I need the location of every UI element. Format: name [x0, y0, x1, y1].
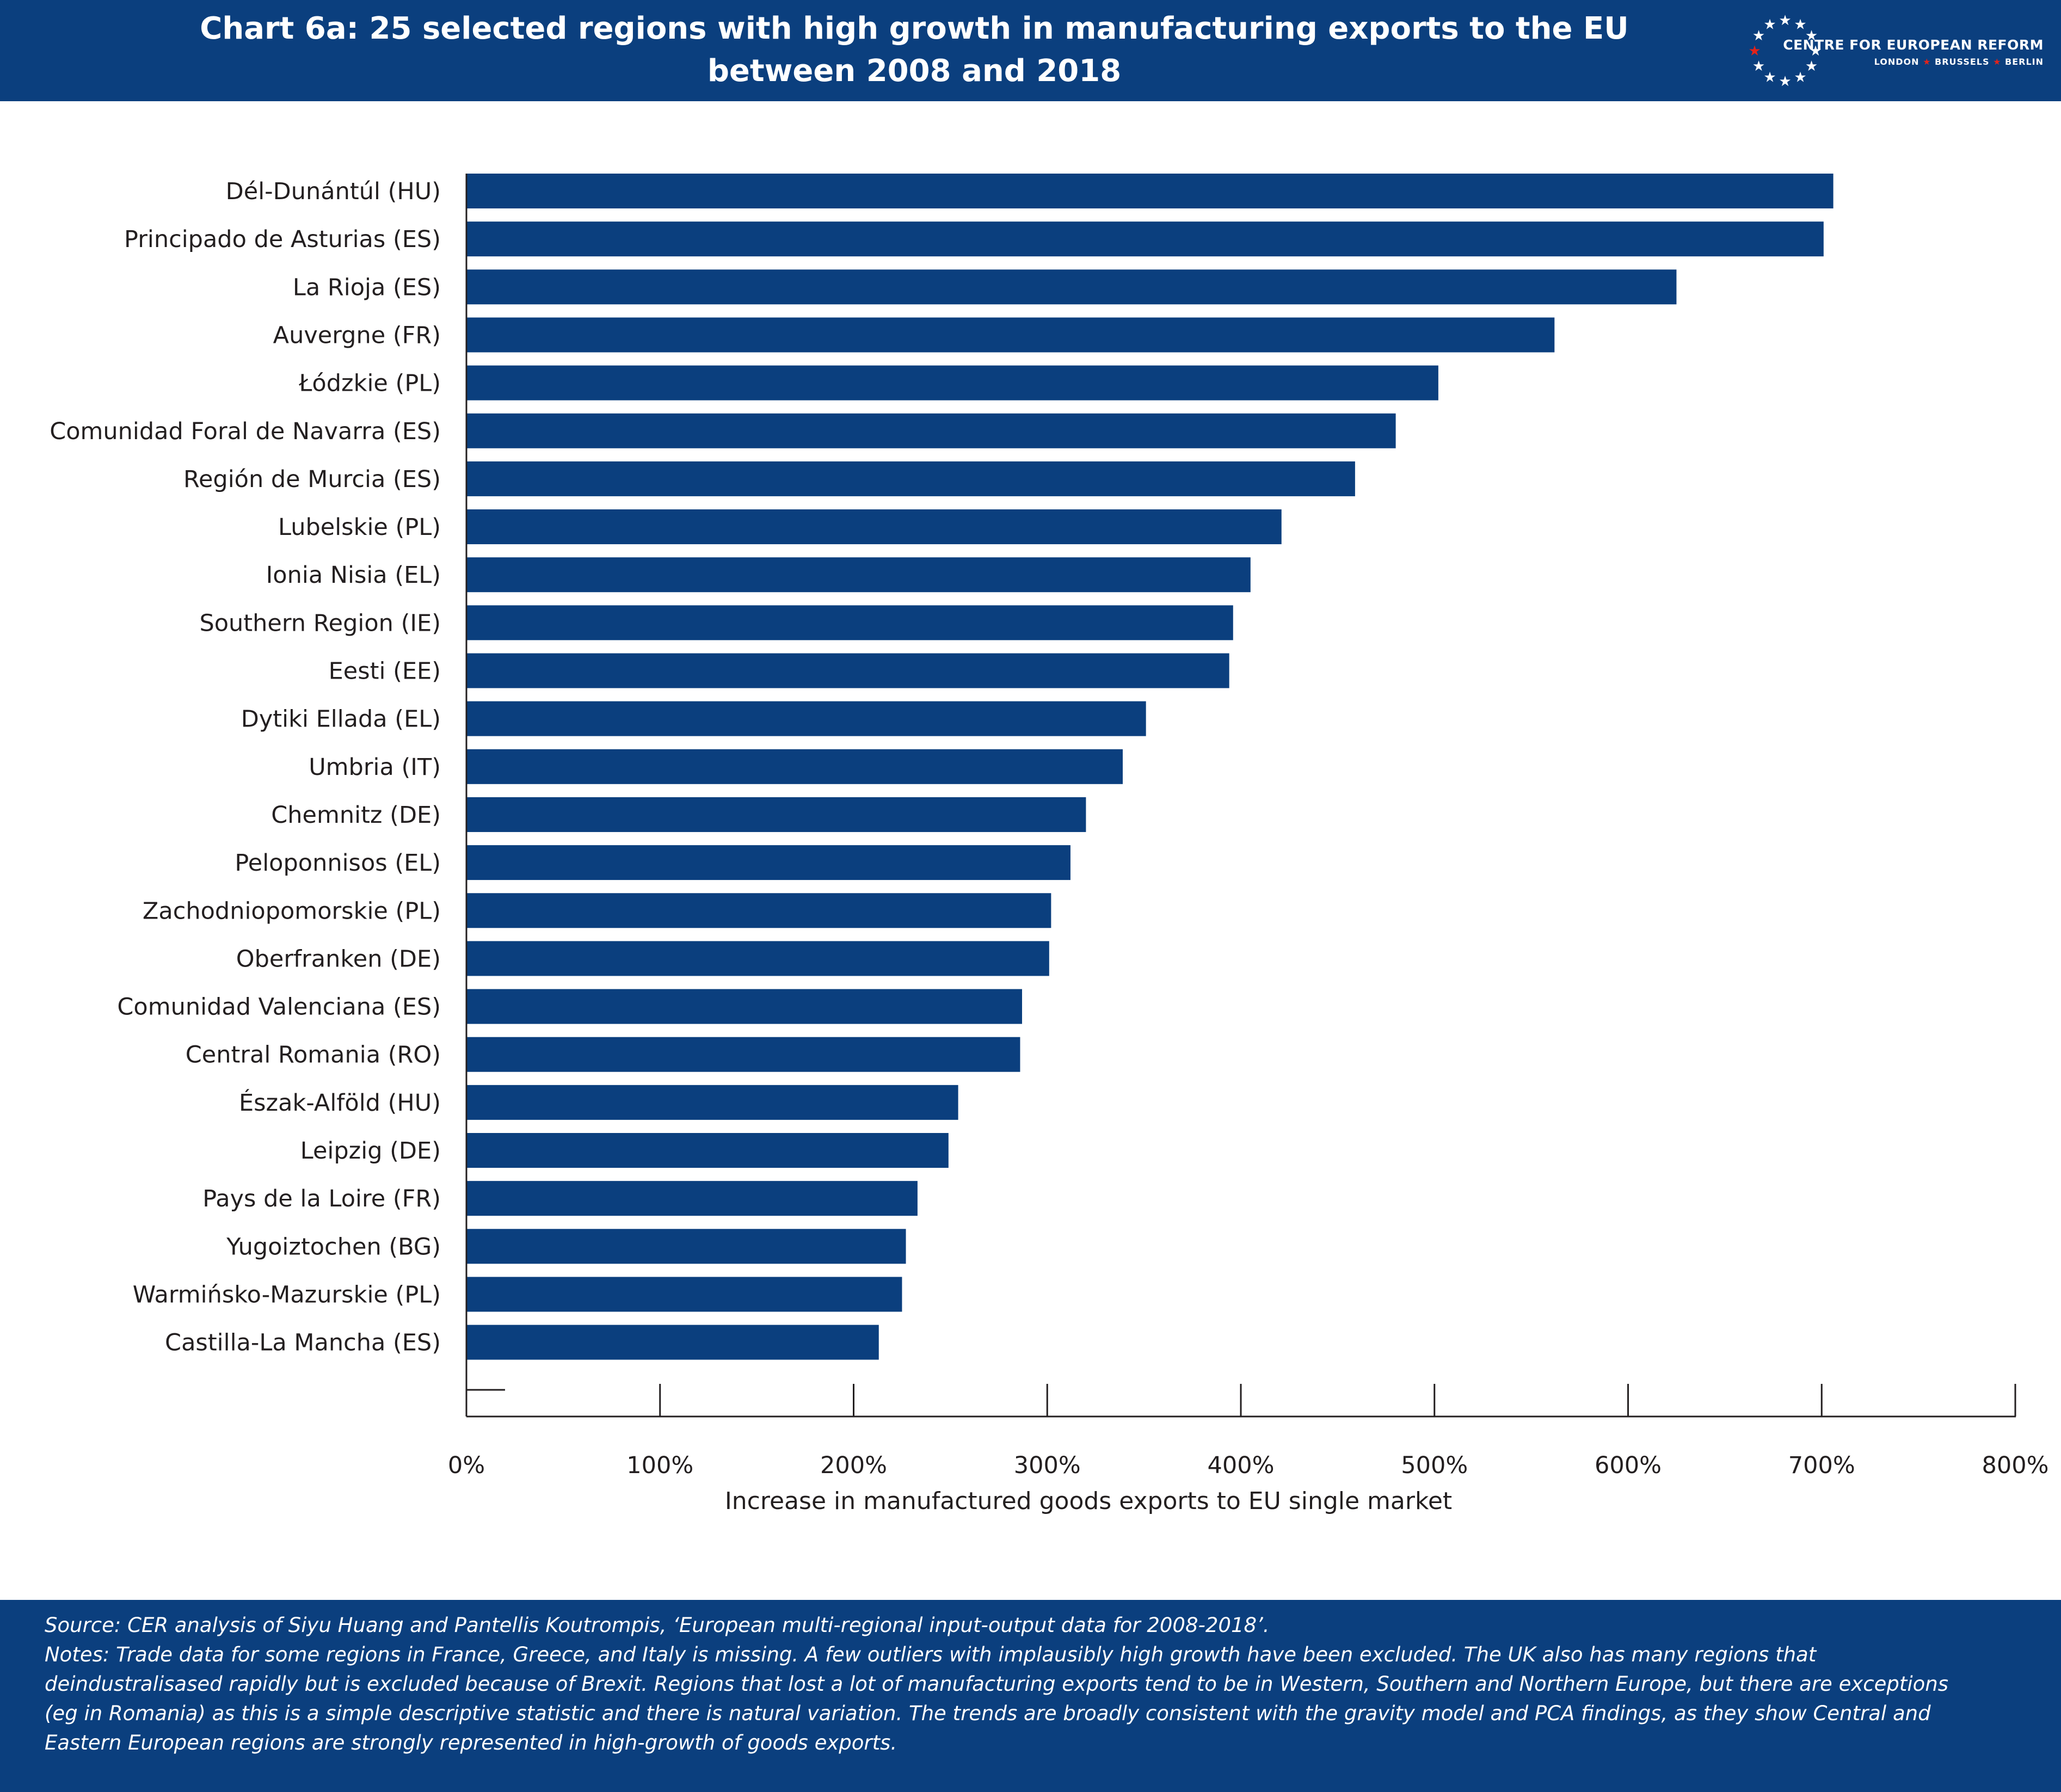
bar — [466, 845, 1071, 880]
bar — [466, 605, 1233, 641]
bar — [466, 989, 1023, 1024]
logo-star-icon: ★ — [1779, 13, 1791, 29]
category-label: Peloponnisos (EL) — [235, 849, 441, 877]
chart-title-line-1: Chart 6a: 25 selected regions with high … — [200, 11, 1629, 46]
logo-star-separator-icon: ★ — [1993, 57, 2002, 67]
bar — [466, 749, 1123, 784]
category-label: Łódzkie (PL) — [298, 370, 441, 397]
notes-line-4: Eastern European regions are strongly re… — [45, 1731, 897, 1754]
cer-logo-stars: ★ ★★★★★★★★★★★ — [1748, 13, 1822, 90]
category-label: Eesti (EE) — [329, 658, 441, 685]
footer-banner — [0, 1600, 2061, 1792]
category-label: Oberfranken (DE) — [236, 945, 441, 972]
logo-cities: LONDON ★ BRUSSELS ★ BERLIN — [1842, 57, 2044, 67]
bar — [466, 509, 1282, 545]
logo-star-icon: ★ — [1763, 17, 1776, 33]
category-label: Yugoiztochen (BG) — [226, 1233, 441, 1260]
category-label: Southern Region (IE) — [199, 609, 441, 637]
logo-star-icon: ★ — [1752, 28, 1765, 44]
x-axis-group — [465, 174, 2016, 1418]
notes-line-2: deindustralisased rapidly but is exclude… — [45, 1672, 1948, 1696]
category-label: Comunidad Foral de Navarra (ES) — [50, 418, 441, 445]
logo-name: CENTRE FOR EUROPEAN REFORM — [1783, 37, 2044, 53]
category-label: Umbria (IT) — [309, 754, 441, 781]
bar — [466, 269, 1677, 305]
bar — [466, 1037, 1020, 1072]
bar — [466, 413, 1396, 448]
bar — [466, 174, 1834, 208]
footer-notes: Source: CER analysis of Siyu Huang and P… — [45, 1611, 2037, 1758]
bar — [466, 653, 1229, 688]
category-label: Ionia Nisia (EL) — [266, 562, 441, 589]
category-label: Región de Murcia (ES) — [183, 466, 441, 493]
logo-star-icon: ★ — [1809, 43, 1822, 59]
logo-city-berlin: BERLIN — [2005, 57, 2044, 67]
logo-city-brussels: BRUSSELS — [1935, 57, 1990, 67]
x-tick-label: 700% — [1788, 1452, 1855, 1479]
category-label: Pays de la Loire (FR) — [202, 1185, 441, 1212]
bar — [466, 1325, 879, 1360]
notes-line-1: Notes: Trade data for some regions in Fr… — [45, 1643, 1817, 1666]
category-label: Comunidad Valenciana (ES) — [117, 994, 441, 1021]
category-label: Lubelskie (PL) — [278, 514, 441, 541]
bar — [466, 317, 1555, 353]
bar — [466, 1229, 906, 1264]
bar — [466, 221, 1824, 257]
x-axis-label: Increase in manufactured goods exports t… — [725, 1487, 1452, 1515]
bar-chart: Dél-Dunántúl (HU) Principado de Asturias … — [50, 174, 2049, 1515]
logo-star-icon: ★ — [1763, 69, 1776, 85]
x-tick-label: 500% — [1401, 1452, 1468, 1479]
bar — [466, 1181, 918, 1216]
category-label: Castilla-La Mancha (ES) — [165, 1329, 441, 1357]
bar — [466, 701, 1146, 736]
category-label: Dél-Dunántúl (HU) — [226, 178, 441, 205]
bar — [466, 893, 1051, 928]
x-tick-label: 0% — [448, 1452, 485, 1479]
chart-title-line-2: between 2008 and 2018 — [707, 53, 1122, 89]
logo-star-icon: ★ — [1779, 73, 1791, 90]
logo-city-london: LONDON — [1874, 57, 1920, 67]
category-label: Auvergne (FR) — [273, 322, 441, 349]
category-label: Leipzig (DE) — [300, 1137, 441, 1165]
bar — [466, 461, 1355, 496]
category-label: Chemnitz (DE) — [271, 802, 441, 829]
logo-star-icon: ★ — [1805, 28, 1818, 44]
category-label: La Rioja (ES) — [293, 274, 441, 301]
chart-title: Chart 6a: 25 selected regions with high … — [0, 8, 1829, 93]
bar — [466, 1277, 902, 1312]
logo-star-icon: ★ — [1794, 69, 1806, 85]
bar — [466, 797, 1086, 832]
category-label: Principado de Asturias (ES) — [124, 226, 441, 253]
header-banner — [0, 0, 2061, 101]
bar — [466, 1085, 958, 1120]
category-label: Észak-Alföld (HU) — [239, 1089, 441, 1117]
source-note: Source: CER analysis of Siyu Huang and P… — [45, 1614, 1270, 1637]
logo-star-icon: ★ — [1748, 43, 1761, 59]
x-tick-label: 200% — [820, 1452, 887, 1479]
x-tick-label: 800% — [1982, 1452, 2049, 1479]
x-tick-label: 600% — [1595, 1452, 1662, 1479]
bar — [466, 557, 1251, 593]
x-tick-label: 400% — [1208, 1452, 1275, 1479]
category-label: Zachodniopomorskie (PL) — [143, 897, 441, 925]
logo-star-icon: ★ — [1752, 58, 1765, 75]
bar — [466, 365, 1438, 401]
logo-star-icon: ★ — [1794, 17, 1806, 33]
x-tick-label: 300% — [1014, 1452, 1081, 1479]
x-tick-labels-group: 0% 100% 200% 300% 400% 500% 600% 700% 800% — [448, 1452, 2049, 1479]
notes-line-3: (eg in Romania) as this is a simple desc… — [45, 1702, 1931, 1725]
logo-star-separator-icon: ★ — [1923, 57, 1931, 67]
bar — [466, 1133, 949, 1168]
bar — [466, 941, 1049, 976]
category-label: Warmińsko-Mazurskie (PL) — [133, 1281, 441, 1308]
category-labels-group: Dél-Dunántúl (HU) Principado de Asturias … — [50, 178, 441, 1357]
category-label: Dytiki Ellada (EL) — [241, 706, 441, 733]
x-tick-label: 100% — [626, 1452, 693, 1479]
bars-group — [466, 174, 1834, 1360]
category-label: Central Romania (RO) — [186, 1042, 441, 1069]
logo-star-icon: ★ — [1805, 58, 1818, 75]
